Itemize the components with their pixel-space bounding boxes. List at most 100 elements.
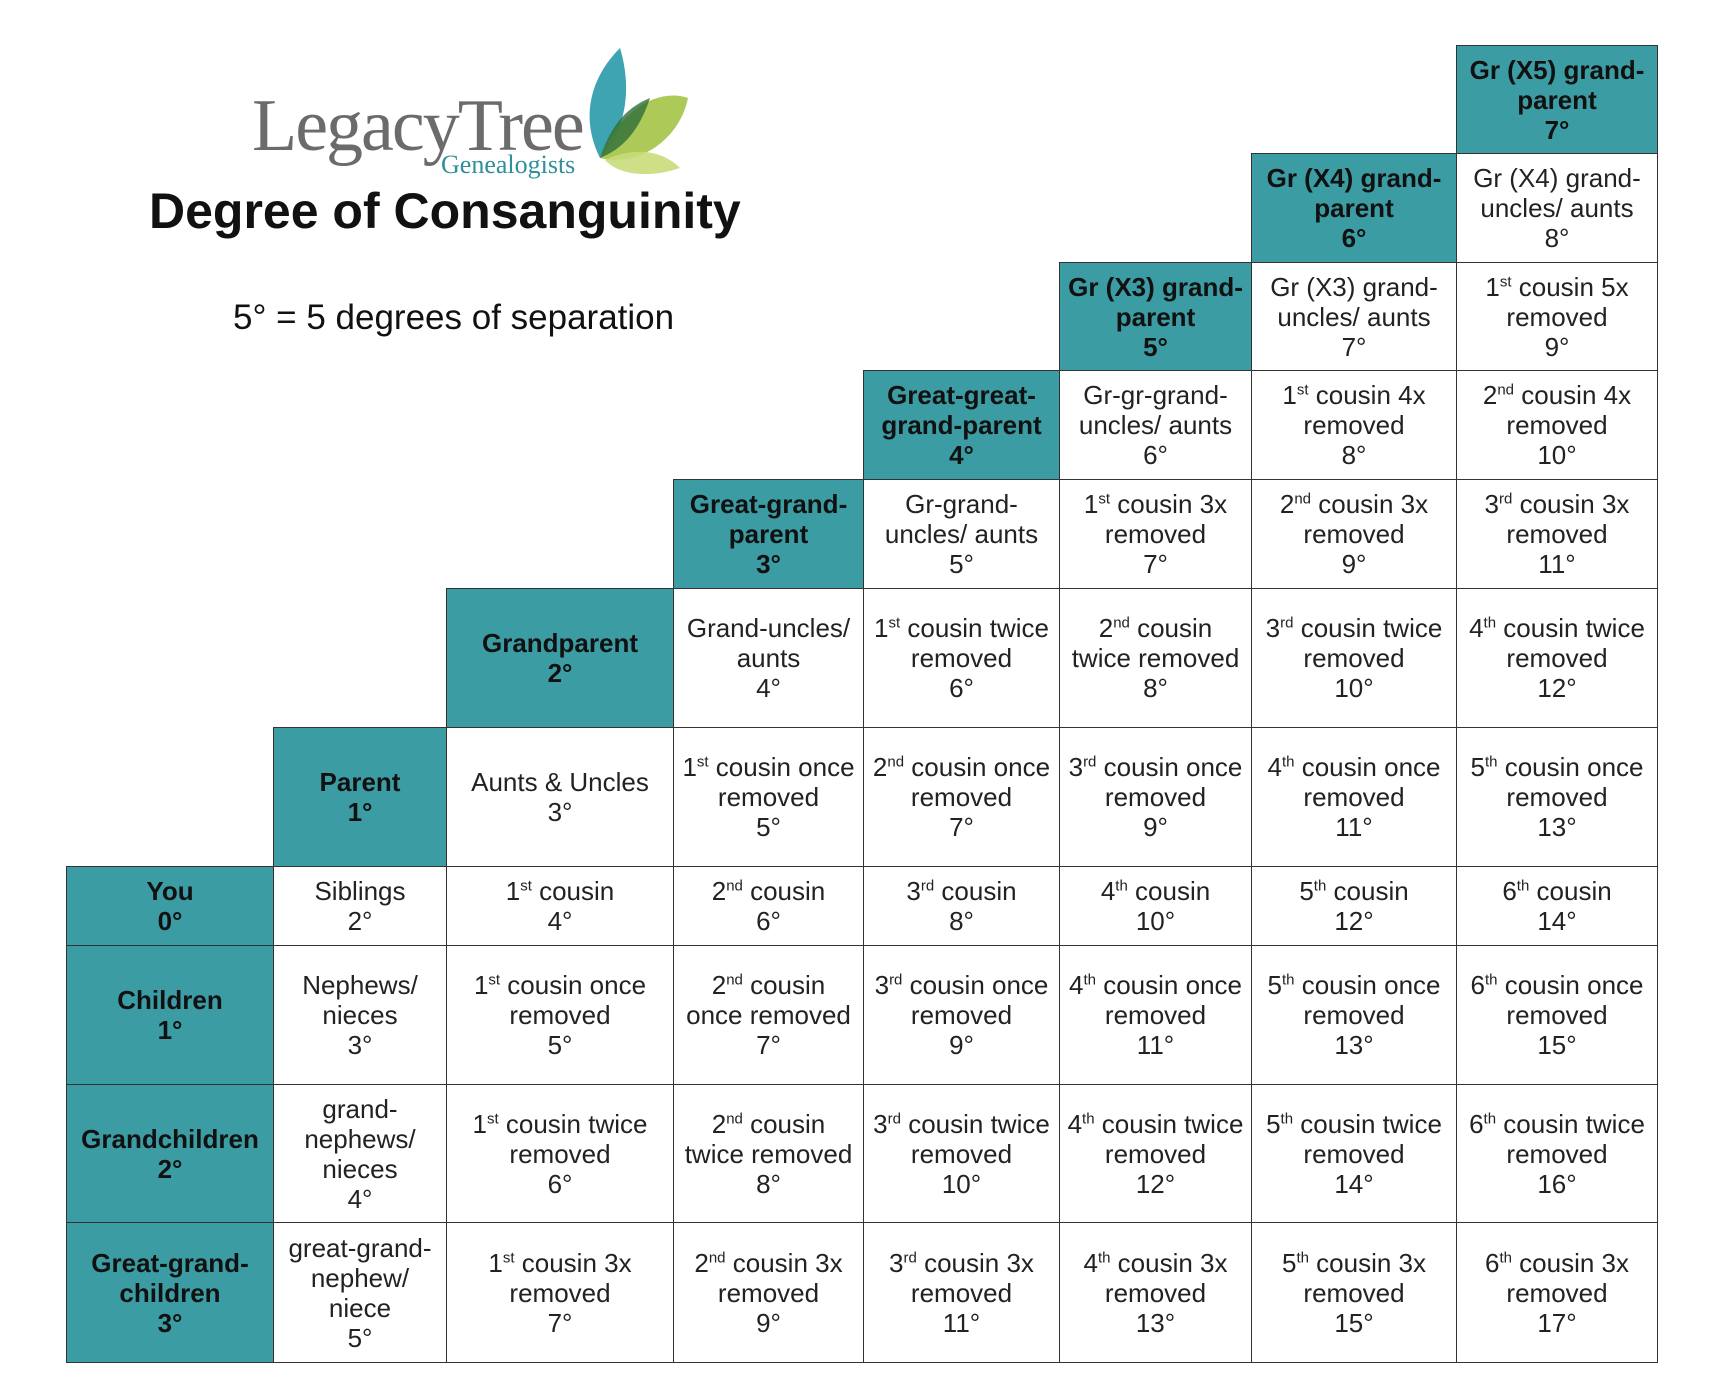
degree: 9° <box>1143 812 1168 842</box>
ordinal: 5 <box>1266 1108 1281 1139</box>
ordinal: 2 <box>694 1247 709 1278</box>
header-cell: Great-grand-children 3° <box>66 1222 274 1363</box>
cell-label: 1st cousin twice removed <box>870 613 1053 673</box>
cell-label: 4th cousin once removed <box>1258 752 1450 812</box>
ordinal-suffix: st <box>696 753 709 771</box>
cell-label: 5th cousin once removed <box>1463 752 1651 812</box>
label: cousin once removed <box>708 752 855 812</box>
degree: 7° <box>949 812 974 842</box>
label: cousin 3x removed <box>717 1247 843 1308</box>
ordinal: 5 <box>1470 752 1485 782</box>
ordinal: 1 <box>1485 271 1500 302</box>
degree: 5° <box>547 1030 573 1060</box>
label: You <box>146 876 194 906</box>
ordinal-suffix: st <box>1296 381 1309 399</box>
label: Gr (X4) grand-uncles/ aunts <box>1473 163 1641 223</box>
ordinal-suffix: th <box>1083 971 1096 989</box>
cell: 2nd cousin 4x removed 10° <box>1456 370 1658 480</box>
cell-label: Grandparent <box>482 628 638 658</box>
cell-label: 1st cousin once removed <box>680 752 857 812</box>
ordinal-suffix: th <box>1483 1109 1497 1127</box>
label: cousin twice removed <box>498 1108 648 1169</box>
cell: 1st cousin twice removed 6° <box>446 1084 674 1223</box>
subtitle: 5° = 5 degrees of separation <box>233 298 675 337</box>
degree: 10° <box>1135 906 1176 936</box>
header-cell: Gr (X3) grand-parent 5° <box>1059 262 1252 371</box>
cell: 4th cousin twice removed 12° <box>1456 588 1658 728</box>
cell-label: 6th cousin <box>1502 876 1611 906</box>
cell: 4th cousin 3x removed 13° <box>1059 1222 1252 1363</box>
label: cousin 3x removed <box>509 1247 632 1308</box>
degree: 2° <box>157 1153 183 1184</box>
cell-label: 2nd cousin <box>712 876 826 906</box>
cell-label: 1st cousin 3x removed <box>1066 489 1245 549</box>
degree: 9° <box>756 1307 781 1338</box>
cell-label: Gr (X4) grand-uncles/ aunts <box>1463 163 1651 223</box>
label: great-grand-nephew/ niece <box>288 1232 432 1323</box>
degree: 1° <box>347 797 373 827</box>
label: cousin once removed <box>1497 752 1644 812</box>
degree: 9° <box>1544 331 1570 362</box>
label: cousin once removed <box>1096 970 1242 1030</box>
ordinal-suffix: rd <box>887 1109 901 1127</box>
cell-label: Great-great-grand-parent <box>870 380 1053 440</box>
logo-leaves <box>589 48 688 175</box>
cell-label: Gr-gr-grand-uncles/ aunts <box>1066 380 1245 440</box>
degree: 10° <box>1334 673 1374 703</box>
cell: 2nd cousin 3x removed 9° <box>1251 479 1457 589</box>
label: Siblings <box>314 876 406 906</box>
cell: 4th cousin 10° <box>1059 866 1252 946</box>
cell-label: 1st cousin <box>506 876 615 906</box>
ordinal: 1 <box>682 752 697 782</box>
logo-tagline: Genealogists <box>441 150 576 179</box>
ordinal: 1 <box>1083 489 1099 519</box>
label: Grandchildren <box>81 1123 259 1154</box>
degree: 12° <box>1334 906 1374 936</box>
cell: 3rd cousin twice removed 10° <box>863 1084 1060 1223</box>
cell: Gr-gr-grand-uncles/ aunts 6° <box>1059 370 1252 480</box>
ordinal: 2 <box>1279 489 1295 519</box>
ordinal-suffix: th <box>1499 1248 1512 1266</box>
label: Gr (X5) grand-parent <box>1469 54 1645 115</box>
degree: 0° <box>157 906 183 936</box>
cell-label: Grandchildren <box>81 1124 259 1154</box>
cell: Gr-grand-uncles/ aunts 5° <box>863 479 1060 589</box>
ordinal-suffix: th <box>1281 971 1295 989</box>
cell-label: 4th cousin <box>1101 876 1210 906</box>
cell-label: 4th cousin 3x removed <box>1066 1248 1245 1308</box>
cell-label: 3rd cousin once removed <box>870 970 1053 1030</box>
label: Grand-uncles/ aunts <box>686 613 851 673</box>
cell-label: 6th cousin 3x removed <box>1463 1248 1651 1308</box>
cell: 3rd cousin 3x removed 11° <box>1456 479 1658 589</box>
logo-name: LegacyTree <box>252 85 585 167</box>
label: grand-nephews/ nieces <box>304 1093 416 1184</box>
cell: 1st cousin twice removed 6° <box>863 588 1060 728</box>
degree: 10° <box>1537 440 1577 470</box>
ordinal-suffix: th <box>1280 1109 1294 1127</box>
degree: 4° <box>347 1183 373 1214</box>
label: cousin twice removed <box>1071 613 1240 673</box>
ordinal-suffix: th <box>1484 971 1498 989</box>
ordinal-suffix: th <box>1483 614 1497 632</box>
degree: 5° <box>347 1322 373 1353</box>
degree: 5° <box>949 549 974 579</box>
label: cousin twice removed <box>900 613 1049 673</box>
cell-label: Gr-grand-uncles/ aunts <box>870 489 1053 549</box>
degree: 5° <box>1143 331 1168 362</box>
ordinal-suffix: th <box>1484 753 1498 771</box>
label: cousin <box>934 876 1017 906</box>
ordinal-suffix: nd <box>708 1248 726 1266</box>
degree: 9° <box>1341 549 1367 579</box>
degree: 1° <box>157 1015 183 1045</box>
label: cousin <box>531 876 615 906</box>
label: cousin once removed <box>686 970 851 1030</box>
degree: 13° <box>1135 1307 1176 1338</box>
cell: Siblings 2° <box>273 866 447 946</box>
ordinal-suffix: nd <box>887 753 905 771</box>
label: Gr (X3) grand-parent <box>1068 271 1243 332</box>
cell: Grand-uncles/ aunts 4° <box>673 588 864 728</box>
ordinal-suffix: st <box>502 1248 515 1266</box>
cell: 2nd cousin 6° <box>673 866 864 946</box>
label: cousin twice removed <box>900 1108 1050 1169</box>
ordinal: 6 <box>1469 1108 1484 1139</box>
